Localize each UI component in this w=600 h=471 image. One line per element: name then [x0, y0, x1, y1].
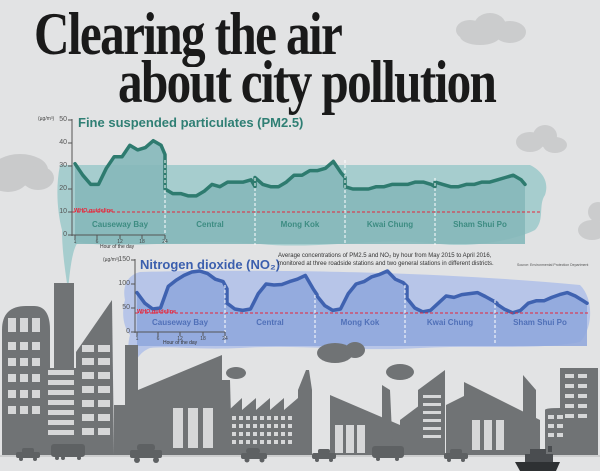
pm-x-tick: 1: [73, 239, 77, 245]
taxi-icon: [444, 449, 468, 462]
pm-district-label: Kwai Chung: [366, 220, 414, 229]
pm-y-tick: 0: [63, 231, 67, 238]
pm-x-tick: 24: [162, 239, 168, 245]
no2-x-tick: 18: [200, 336, 206, 342]
no2-x-tick: 24: [222, 336, 228, 342]
pm-x-tick: 6: [95, 239, 99, 245]
no2-y-tick: 150: [118, 256, 130, 263]
pm-x-axis-label: Hour of the day: [100, 244, 135, 250]
cloud-icon: [516, 125, 567, 153]
pm-y-tick: 20: [59, 185, 67, 192]
no2-district-label: Mong Kok: [340, 318, 380, 327]
cloud-icon: [0, 154, 54, 192]
pm-y-axis: [68, 119, 73, 236]
pm-y-tick: 10: [59, 208, 67, 215]
pm-y-tick: 50: [59, 116, 67, 123]
no2-district-label: Central: [256, 318, 284, 327]
vehicles: [16, 444, 468, 463]
pm-district-label: Mong Kok: [280, 220, 320, 229]
pm-y-tick: 30: [59, 162, 67, 169]
pm-unit-label: (µg/m³): [38, 116, 55, 122]
car-icon: [241, 448, 267, 463]
headline-line-2: about city pollution: [118, 49, 497, 115]
pm-chart-title: Fine suspended particulates (PM2.5): [78, 115, 304, 130]
car-icon: [130, 444, 162, 463]
cloud-icon: [578, 202, 600, 240]
no2-x-axis-label: Hour of the day: [163, 340, 198, 346]
no2-y-axis: [131, 259, 136, 333]
no2-chart-title: Nitrogen dioxide (NO₂): [140, 257, 281, 272]
no2-x-tick: 6: [156, 336, 160, 342]
headline-line-1: Clearing the air: [34, 1, 343, 67]
pm-area-fill: [75, 140, 525, 244]
pm-x-tick: 18: [139, 239, 145, 245]
no2-y-tick: 50: [122, 304, 130, 311]
caption-text: Average concentrations of PM2.5 and NO₂ …: [278, 253, 494, 267]
no2-y-tick: 0: [126, 328, 130, 335]
ship-icon: [515, 446, 560, 471]
pm-district-label: Central: [196, 220, 224, 229]
pm-district-label: Sham Shui Po: [453, 220, 507, 229]
no2-x-tick: 1: [135, 336, 139, 342]
bus-icon: [51, 444, 85, 460]
no2-who-label: WHO guideline: [137, 309, 177, 315]
source-credit: Source: Environmental Protection Departm…: [517, 263, 589, 267]
smoke-icon: [226, 342, 414, 380]
pm-line: [73, 138, 527, 198]
no2-district-label: Kwai Chung: [426, 318, 474, 327]
no2-unit-label: (µg/m³): [103, 257, 120, 263]
no2-line: [135, 269, 589, 315]
no2-y-tick: 100: [118, 280, 130, 287]
pm-who-label: WHO guideline: [74, 208, 114, 214]
pm-district-dividers: [164, 160, 436, 245]
taxi-icon: [16, 448, 40, 461]
pm-x-tick: 12: [117, 239, 123, 245]
no2-x-tick: 12: [177, 336, 183, 342]
building-windows: [8, 318, 587, 453]
pm-y-tick: 40: [59, 139, 67, 146]
no2-area-fill: [137, 271, 587, 346]
no2-district-label: Causeway Bay: [151, 318, 209, 327]
no2-x-axis: [135, 331, 226, 336]
pm-x-axis: [72, 234, 166, 239]
taxi-icon: [312, 449, 336, 462]
cloud-icon: [456, 13, 526, 45]
no2-district-label: Sham Shui Po: [513, 318, 567, 327]
bus-icon: [372, 446, 404, 461]
pm-district-label: Causeway Bay: [91, 220, 149, 229]
